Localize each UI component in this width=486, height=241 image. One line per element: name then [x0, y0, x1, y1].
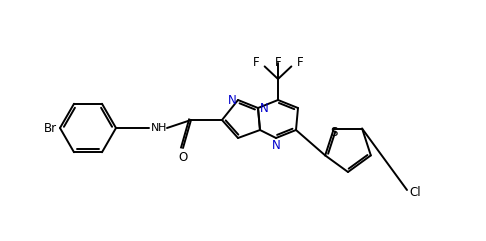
Text: N: N — [151, 123, 159, 133]
Text: Br: Br — [44, 121, 57, 134]
Text: N: N — [228, 94, 237, 107]
Text: F: F — [297, 56, 304, 69]
Text: N: N — [260, 101, 269, 114]
Text: S: S — [330, 126, 338, 139]
Text: F: F — [252, 56, 259, 69]
Text: O: O — [178, 151, 188, 164]
Text: N: N — [272, 139, 280, 152]
Text: F: F — [275, 56, 281, 69]
Text: H: H — [158, 123, 166, 133]
Text: Cl: Cl — [409, 187, 421, 200]
